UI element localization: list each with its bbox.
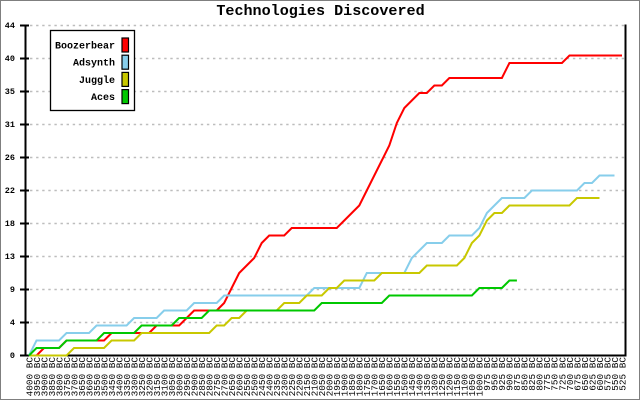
svg-text:575 BC: 575 BC: [602, 357, 613, 391]
svg-text:1250 BC: 1250 BC: [437, 357, 448, 397]
svg-text:825 BC: 825 BC: [527, 357, 538, 391]
svg-text:26: 26: [5, 153, 15, 163]
svg-text:3150 BC: 3150 BC: [152, 357, 163, 397]
svg-text:2850 BC: 2850 BC: [197, 357, 208, 397]
svg-text:4000 BC: 4000 BC: [24, 357, 35, 397]
svg-text:3300 BC: 3300 BC: [129, 357, 140, 397]
svg-text:1850 BC: 1850 BC: [347, 357, 358, 397]
svg-text:Technologies Discovered: Technologies Discovered: [216, 2, 424, 20]
svg-text:22: 22: [5, 186, 15, 196]
svg-text:1950 BC: 1950 BC: [332, 357, 343, 397]
svg-text:18: 18: [5, 219, 15, 229]
svg-text:2350 BC: 2350 BC: [272, 357, 283, 397]
svg-text:600 BC: 600 BC: [595, 357, 606, 391]
svg-text:1300 BC: 1300 BC: [430, 357, 441, 397]
svg-text:650 BC: 650 BC: [580, 357, 591, 391]
svg-text:2200 BC: 2200 BC: [295, 357, 306, 397]
svg-text:2250 BC: 2250 BC: [287, 357, 298, 397]
svg-text:900 BC: 900 BC: [505, 357, 516, 391]
svg-text:1750 BC: 1750 BC: [362, 357, 373, 397]
svg-text:1650 BC: 1650 BC: [377, 357, 388, 397]
svg-text:3900 BC: 3900 BC: [39, 357, 50, 397]
svg-text:2600 BC: 2600 BC: [234, 357, 245, 397]
svg-text:3850 BC: 3850 BC: [47, 357, 58, 397]
svg-text:3800 BC: 3800 BC: [54, 357, 65, 397]
svg-text:1350 BC: 1350 BC: [422, 357, 433, 397]
svg-text:750 BC: 750 BC: [550, 357, 561, 391]
svg-text:775 BC: 775 BC: [542, 357, 553, 391]
svg-text:13: 13: [5, 252, 15, 262]
svg-text:800 BC: 800 BC: [535, 357, 546, 391]
svg-text:2100 BC: 2100 BC: [310, 357, 321, 397]
svg-text:3450 BC: 3450 BC: [107, 357, 118, 397]
svg-text:35: 35: [5, 87, 15, 97]
svg-text:1150 BC: 1150 BC: [452, 357, 463, 397]
svg-text:1200 BC: 1200 BC: [445, 357, 456, 397]
svg-text:2150 BC: 2150 BC: [302, 357, 313, 397]
svg-text:2300 BC: 2300 BC: [280, 357, 291, 397]
svg-text:2900 BC: 2900 BC: [189, 357, 200, 397]
svg-text:850 BC: 850 BC: [520, 357, 531, 391]
svg-text:40: 40: [5, 54, 15, 64]
svg-text:3250 BC: 3250 BC: [137, 357, 148, 397]
svg-text:Adsynth: Adsynth: [73, 58, 115, 70]
svg-text:1600 BC: 1600 BC: [385, 357, 396, 397]
svg-text:1400 BC: 1400 BC: [415, 357, 426, 397]
svg-text:2400 BC: 2400 BC: [265, 357, 276, 397]
svg-text:44: 44: [5, 21, 15, 31]
svg-text:950 BC: 950 BC: [490, 357, 501, 391]
svg-text:31: 31: [5, 120, 15, 130]
svg-text:2950 BC: 2950 BC: [182, 357, 193, 397]
svg-text:3500 BC: 3500 BC: [99, 357, 110, 397]
svg-text:1000 BC: 1000 BC: [475, 357, 486, 397]
svg-text:2800 BC: 2800 BC: [204, 357, 215, 397]
svg-text:525 BC: 525 BC: [617, 357, 628, 391]
svg-text:3100 BC: 3100 BC: [159, 357, 170, 397]
svg-text:3950 BC: 3950 BC: [32, 357, 43, 397]
svg-text:1100 BC: 1100 BC: [460, 357, 471, 397]
svg-text:0: 0: [10, 351, 15, 361]
svg-text:Juggle: Juggle: [79, 75, 115, 87]
svg-text:2450 BC: 2450 BC: [257, 357, 268, 397]
svg-text:700 BC: 700 BC: [565, 357, 576, 391]
svg-text:725 BC: 725 BC: [557, 357, 568, 391]
svg-text:925 BC: 925 BC: [497, 357, 508, 391]
svg-text:1800 BC: 1800 BC: [355, 357, 366, 397]
svg-text:1900 BC: 1900 BC: [340, 357, 351, 397]
svg-text:675 BC: 675 BC: [572, 357, 583, 391]
svg-text:1450 BC: 1450 BC: [407, 357, 418, 397]
svg-text:1050 BC: 1050 BC: [467, 357, 478, 397]
svg-text:2050 BC: 2050 BC: [317, 357, 328, 397]
svg-text:2750 BC: 2750 BC: [212, 357, 223, 397]
svg-text:625 BC: 625 BC: [587, 357, 598, 391]
svg-text:Boozerbear: Boozerbear: [55, 41, 115, 53]
svg-text:3400 BC: 3400 BC: [114, 357, 125, 397]
svg-text:3750 BC: 3750 BC: [62, 357, 73, 397]
svg-text:2500 BC: 2500 BC: [249, 357, 260, 397]
svg-text:550 BC: 550 BC: [610, 357, 621, 391]
svg-text:1700 BC: 1700 BC: [370, 357, 381, 397]
svg-text:2000 BC: 2000 BC: [325, 357, 336, 397]
svg-text:3550 BC: 3550 BC: [92, 357, 103, 397]
svg-text:2650 BC: 2650 BC: [227, 357, 238, 397]
svg-text:2550 BC: 2550 BC: [242, 357, 253, 397]
svg-text:3700 BC: 3700 BC: [69, 357, 80, 397]
svg-text:1550 BC: 1550 BC: [392, 357, 403, 397]
svg-text:3650 BC: 3650 BC: [77, 357, 88, 397]
svg-text:Aces: Aces: [91, 93, 115, 104]
svg-text:4: 4: [10, 318, 15, 328]
svg-text:975 BC: 975 BC: [482, 357, 493, 391]
svg-text:3600 BC: 3600 BC: [84, 357, 95, 397]
svg-text:9: 9: [10, 285, 15, 295]
svg-text:3200 BC: 3200 BC: [144, 357, 155, 397]
svg-text:3050 BC: 3050 BC: [167, 357, 178, 397]
svg-text:875 BC: 875 BC: [512, 357, 523, 391]
svg-text:3350 BC: 3350 BC: [122, 357, 133, 397]
svg-text:2700 BC: 2700 BC: [219, 357, 230, 397]
svg-text:1500 BC: 1500 BC: [400, 357, 411, 397]
svg-text:3000 BC: 3000 BC: [174, 357, 185, 397]
